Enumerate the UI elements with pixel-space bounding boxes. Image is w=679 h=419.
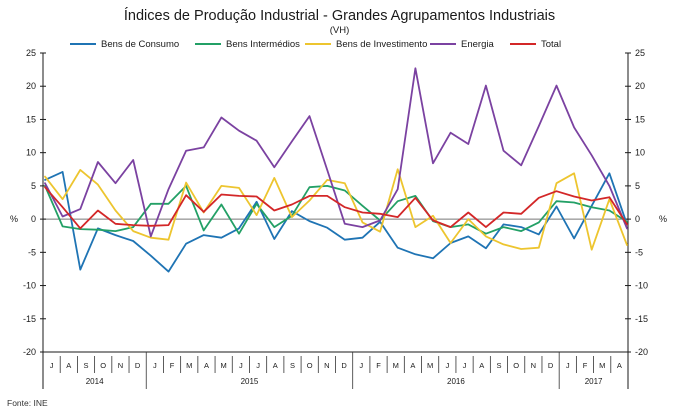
month-label: O [100, 361, 106, 370]
month-label: M [186, 361, 192, 370]
month-label: A [204, 361, 209, 370]
y-tick-label-left: 15 [26, 114, 36, 124]
y-tick-label-left: 10 [26, 148, 36, 158]
y-tick-label-left: 20 [26, 81, 36, 91]
month-label: O [513, 361, 519, 370]
source-note: Fonte: INE [7, 398, 48, 408]
y-tick-label-left: -20 [23, 347, 36, 357]
month-label: D [341, 361, 347, 370]
y-tick-label-right: 0 [635, 214, 640, 224]
month-label: D [548, 361, 554, 370]
legend-label: Total [541, 38, 562, 50]
month-label: J [153, 361, 157, 370]
chart-title: Índices de Produção Industrial - Grandes… [123, 8, 556, 24]
month-label: J [50, 361, 54, 370]
legend-item-bens-intermedios: Bens Intermédios [195, 38, 300, 50]
y-tick-label-right: -15 [635, 314, 648, 324]
month-label: A [273, 361, 278, 370]
y-tick-label-right: 20 [635, 81, 645, 91]
month-label: F [170, 361, 175, 370]
legend-label: Bens de Investimento [336, 38, 428, 50]
series-line-bens-intermedios [44, 184, 628, 235]
month-label: J [239, 361, 243, 370]
month-label: J [256, 361, 260, 370]
month-label: N [324, 361, 329, 370]
year-label: 2016 [447, 377, 465, 386]
legend-item-energia: Energia [430, 38, 494, 50]
month-label: A [617, 361, 622, 370]
series-line-energia [44, 67, 628, 238]
month-label: M [427, 361, 433, 370]
month-label: J [463, 361, 467, 370]
month-label: J [445, 361, 449, 370]
month-label: F [583, 361, 588, 370]
year-label: 2015 [241, 377, 259, 386]
chart-subtitle: (VH) [329, 25, 350, 36]
y-tick-label-right: -20 [635, 347, 648, 357]
legend-label: Bens Intermédios [226, 38, 300, 50]
month-label: M [221, 361, 227, 370]
legend-item-bens-investimento: Bens de Investimento [305, 38, 427, 50]
year-label: 2017 [585, 377, 603, 386]
series-line-bens-investimento [44, 168, 628, 251]
month-label: O [307, 361, 313, 370]
legend-label: Bens de Consumo [101, 38, 180, 50]
month-label: D [135, 361, 141, 370]
legend-swatch-bens-investimento [305, 42, 331, 46]
y-tick-label-left: -10 [23, 281, 36, 291]
y-tick-label-right: 10 [635, 148, 645, 158]
y-axis-unit-right: % [659, 214, 667, 224]
y-tick-label-left: 25 [26, 48, 36, 58]
month-label: N [531, 361, 536, 370]
y-tick-label-right: 5 [635, 181, 640, 191]
legend-item-bens-consumo: Bens de Consumo [70, 38, 179, 50]
month-label: J [566, 361, 570, 370]
year-label: 2014 [86, 377, 104, 386]
y-tick-label-right: 15 [635, 114, 645, 124]
month-label: F [376, 361, 381, 370]
legend-swatch-bens-intermedios [195, 42, 221, 46]
month-label: A [410, 361, 415, 370]
series-line-bens-consumo [44, 170, 628, 273]
month-label: S [290, 361, 295, 370]
y-axis-unit-left: % [10, 214, 18, 224]
month-label: M [599, 361, 605, 370]
y-tick-label-right: 25 [635, 48, 645, 58]
month-label: S [84, 361, 89, 370]
legend-swatch-energia [430, 42, 456, 46]
legend: Bens de Consumo Bens Intermédios Bens de I… [0, 38, 679, 52]
month-label: S [496, 361, 501, 370]
legend-label: Energia [461, 38, 494, 50]
month-label: A [66, 361, 71, 370]
series-line-total [44, 186, 628, 230]
y-tick-label-right: -10 [635, 281, 648, 291]
legend-item-total: Total [510, 38, 561, 50]
y-tick-label-left: -5 [28, 247, 36, 257]
month-label: A [479, 361, 484, 370]
y-tick-label-left: -15 [23, 314, 36, 324]
month-label: N [118, 361, 123, 370]
y-tick-label-right: -5 [635, 247, 643, 257]
month-label: J [359, 361, 363, 370]
legend-swatch-total [510, 42, 536, 46]
y-tick-label-left: 5 [31, 181, 36, 191]
legend-swatch-bens-consumo [70, 42, 96, 46]
month-label: M [393, 361, 399, 370]
y-tick-label-left: 0 [31, 214, 36, 224]
